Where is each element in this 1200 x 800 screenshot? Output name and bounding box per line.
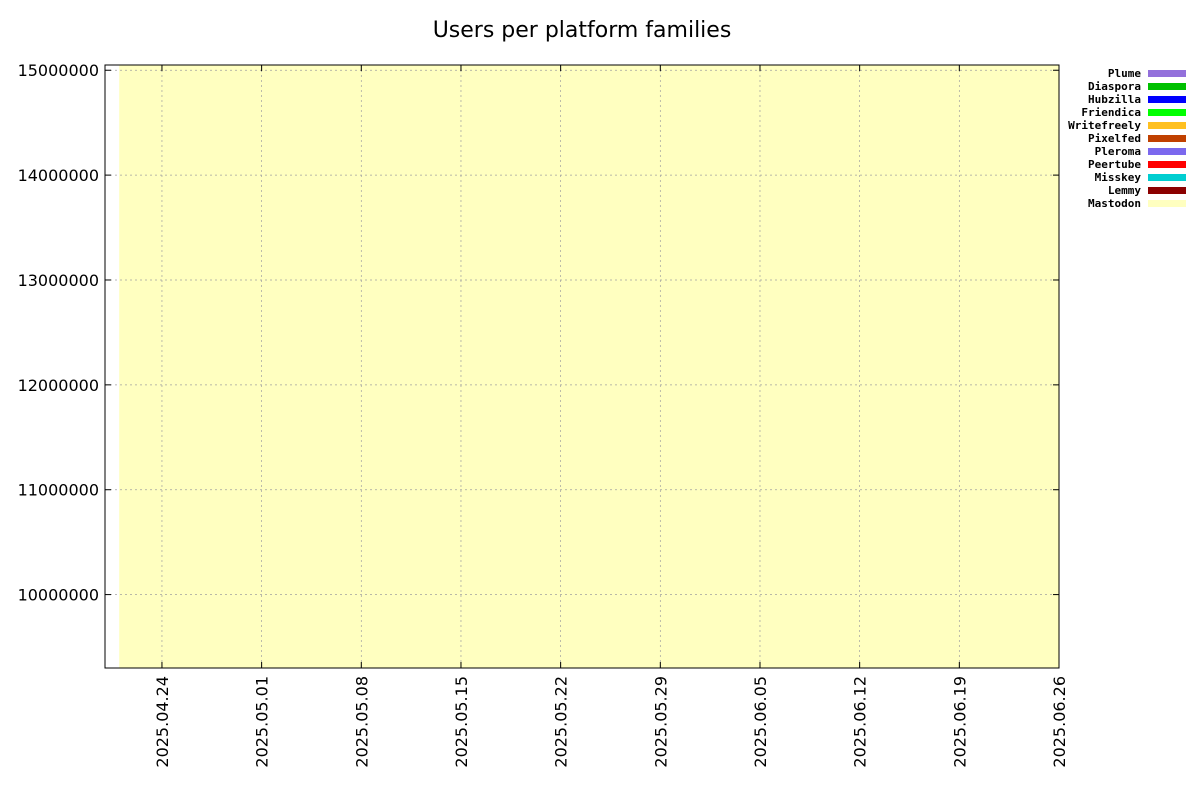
legend-label: Plume — [1108, 67, 1141, 80]
x-tick-label: 2025.06.12 — [851, 676, 870, 768]
legend-swatch — [1148, 187, 1186, 194]
y-tick-label: 11000000 — [18, 481, 99, 500]
legend-swatch — [1148, 109, 1186, 116]
legend-swatch — [1148, 148, 1186, 155]
legend-swatch — [1148, 96, 1186, 103]
legend-swatch — [1148, 122, 1186, 129]
legend-label: Misskey — [1095, 171, 1142, 184]
y-tick-label: 12000000 — [18, 376, 99, 395]
y-tick-label: 14000000 — [18, 166, 99, 185]
x-tick-label: 2025.06.26 — [1050, 676, 1069, 768]
legend-swatch — [1148, 135, 1186, 142]
x-tick-label: 2025.05.22 — [552, 676, 571, 768]
plot-frame — [104, 64, 1060, 669]
x-tick-label: 2025.05.29 — [651, 676, 670, 768]
x-tick-label: 2025.06.05 — [751, 676, 770, 768]
legend-label: Peertube — [1088, 158, 1141, 171]
legend-label: Diaspora — [1088, 80, 1141, 93]
legend-swatch — [1148, 161, 1186, 168]
y-tick-label: 10000000 — [18, 586, 99, 605]
x-tick-label: 2025.05.01 — [253, 676, 272, 768]
x-tick-label: 2025.05.15 — [452, 676, 471, 768]
x-axis: 2025.04.24 2025.05.01 2025.05.08 2025.05.15… — [153, 65, 1069, 768]
legend-label: Mastodon — [1088, 197, 1141, 210]
area-mastodon — [119, 65, 1059, 668]
legend-label: Hubzilla — [1088, 93, 1141, 106]
legend-label: Pixelfed — [1088, 132, 1141, 145]
x-tick-label: 2025.05.08 — [352, 676, 371, 768]
y-tick-label: 15000000 — [18, 61, 99, 80]
legend-label: Pleroma — [1095, 145, 1141, 158]
chart-title: Users per platform families — [433, 18, 732, 43]
y-axis: 10000000 11000000 12000000 13000000 14000000… — [18, 61, 1059, 605]
legend-label: Friendica — [1081, 106, 1141, 119]
legend-swatch — [1148, 200, 1186, 207]
legend-label: Writefreely — [1068, 119, 1141, 132]
legend-label: Lemmy — [1108, 184, 1141, 197]
legend-swatch — [1148, 174, 1186, 181]
legend-swatch — [1148, 83, 1186, 90]
legend: PlumeDiasporaHubzillaFriendicaWritefreel… — [1068, 67, 1186, 210]
x-tick-label: 2025.06.19 — [950, 676, 969, 768]
x-tick-label: 2025.04.24 — [153, 676, 172, 768]
legend-swatch — [1148, 70, 1186, 77]
area-layers — [119, 65, 1059, 668]
y-tick-label: 13000000 — [18, 271, 99, 290]
